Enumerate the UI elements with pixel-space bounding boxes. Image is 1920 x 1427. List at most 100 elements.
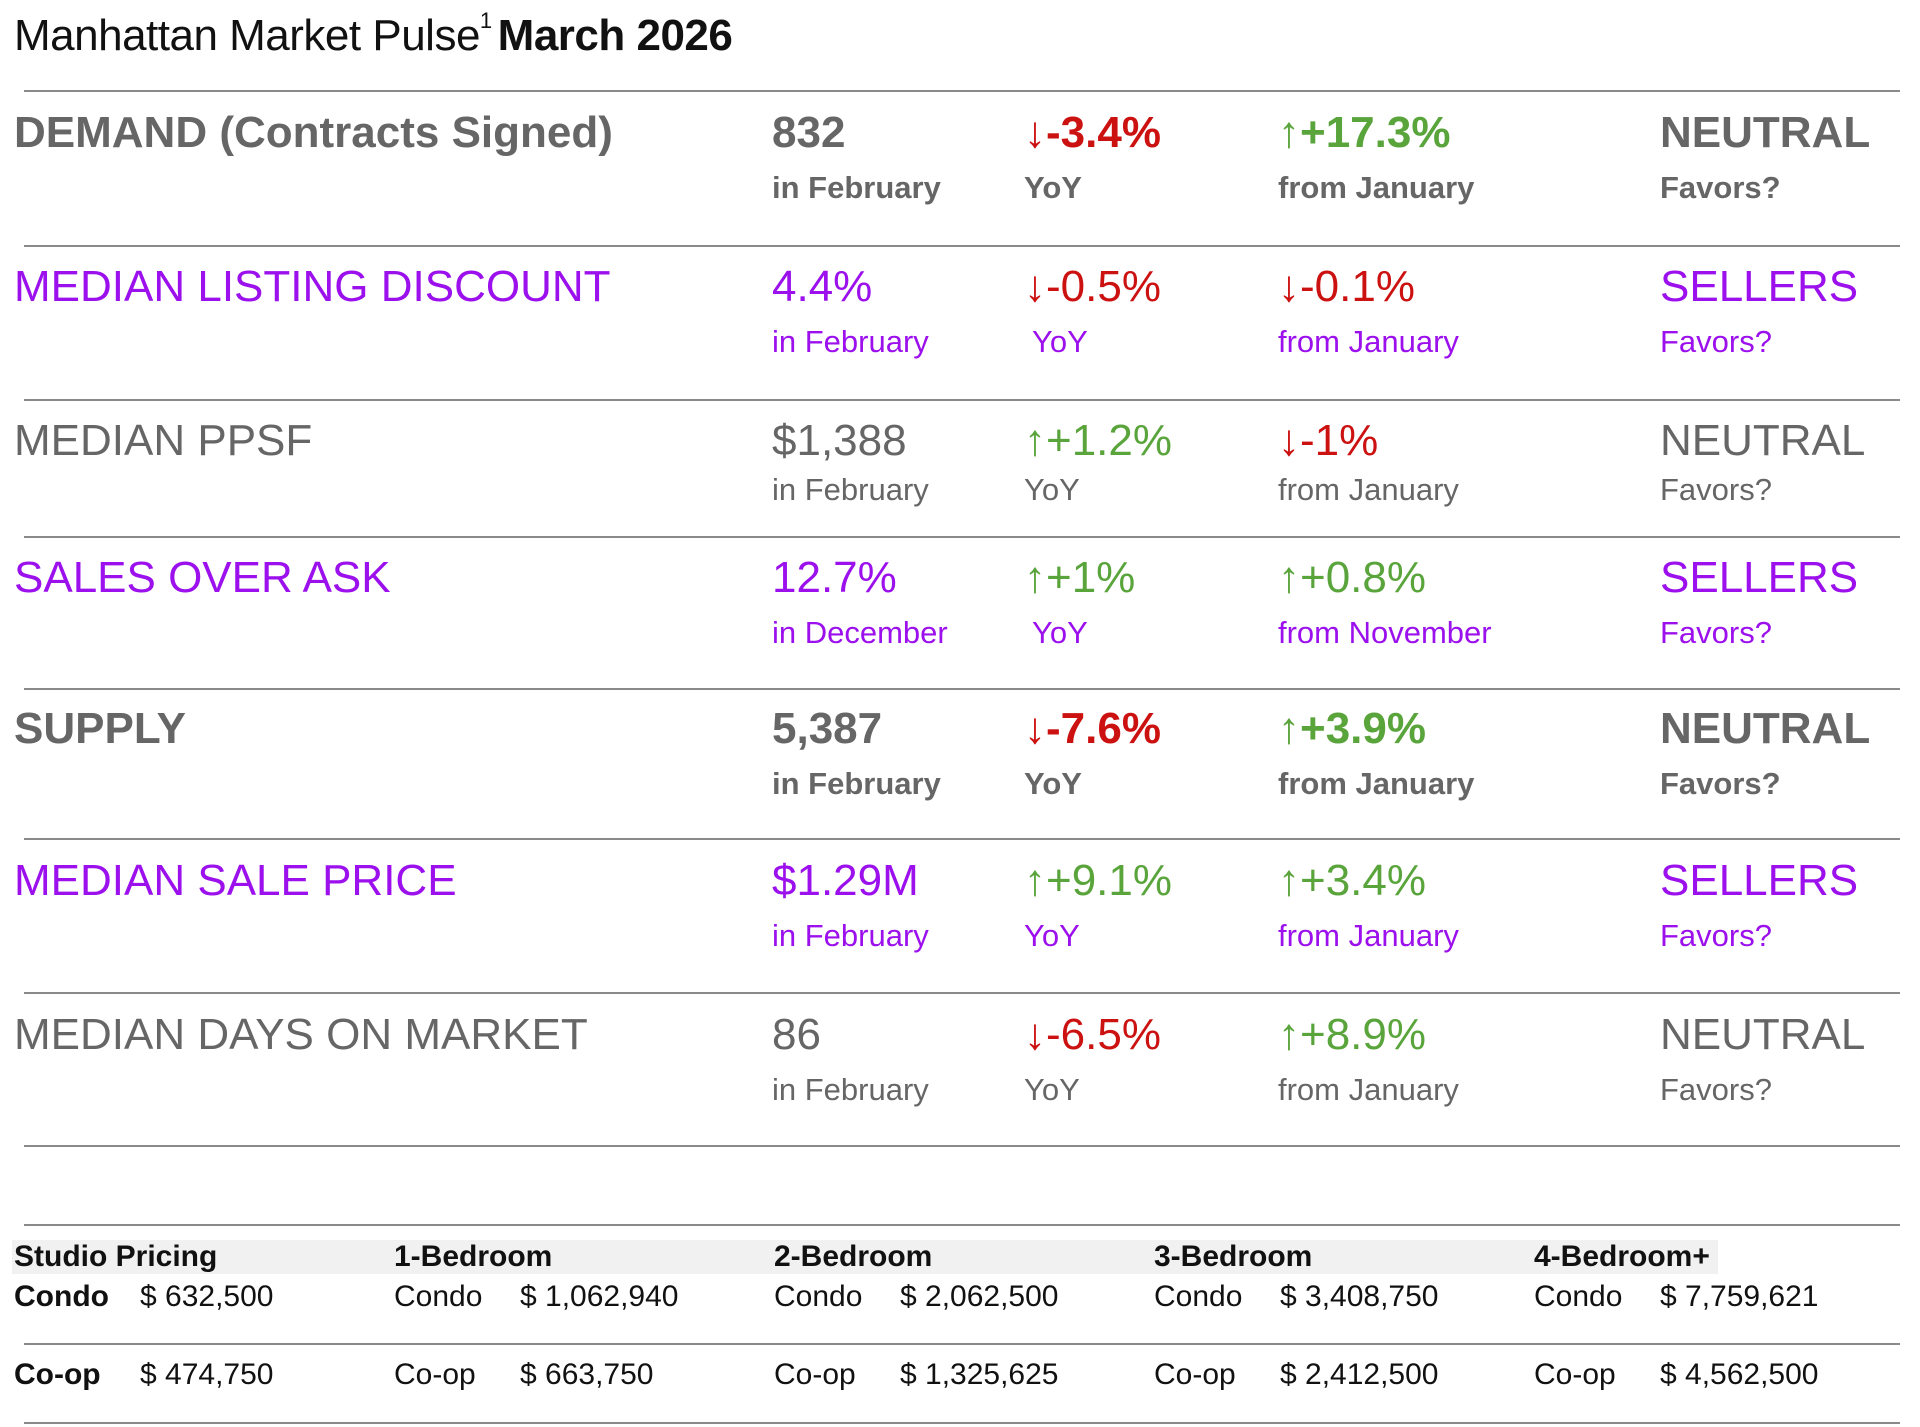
arrow-up-icon: ↑ (1278, 553, 1300, 602)
metric-row-sales-over-ask: SALES OVER ASK 12.7% in December ↑+1% Yo… (0, 553, 1920, 703)
divider (24, 536, 1900, 538)
condo-price: $ 7,759,621 (1660, 1280, 1819, 1313)
arrow-up-icon: ↑ (1278, 1010, 1300, 1059)
coop-label: Co-op (774, 1358, 856, 1391)
pricing-header-2-bedroom: 2-Bedroom (774, 1240, 933, 1273)
metric-favors-label: Favors? (1660, 324, 1772, 359)
metric-yoy: ↓-0.5% (1024, 262, 1161, 311)
metric-favors-label: Favors? (1660, 766, 1781, 801)
coop-label: Co-op (14, 1358, 101, 1391)
metric-favors-label: Favors? (1660, 615, 1772, 650)
metric-period: in February (772, 766, 941, 801)
pricing-header-background (12, 1240, 1718, 1274)
coop-price: $ 474,750 (140, 1358, 274, 1391)
divider (24, 992, 1900, 994)
metric-row-ppsf: MEDIAN PPSF $1,388 in February ↑+1.2% Yo… (0, 416, 1920, 566)
metric-period: in December (772, 615, 948, 650)
divider (24, 1145, 1900, 1147)
metric-row-days-on-market: MEDIAN DAYS ON MARKET 86 in February ↓-6… (0, 1010, 1920, 1160)
condo-label: Condo (1534, 1280, 1623, 1313)
metric-row-supply: SUPPLY 5,387 in February ↓-7.6% YoY ↑+3.… (0, 704, 1920, 854)
arrow-down-icon: ↓ (1024, 108, 1046, 157)
coop-price: $ 4,562,500 (1660, 1358, 1819, 1391)
metric-label: MEDIAN PPSF (14, 416, 313, 465)
metric-value: 5,387 (772, 704, 883, 753)
metric-row-sale-price: MEDIAN SALE PRICE $1.29M in February ↑+9… (0, 856, 1920, 1006)
metric-mom-label: from January (1278, 324, 1459, 359)
metric-yoy: ↑+1.2% (1024, 416, 1172, 465)
metric-label: SUPPLY (14, 704, 187, 753)
condo-label: Condo (1154, 1280, 1243, 1313)
divider (24, 245, 1900, 247)
divider (24, 838, 1900, 840)
condo-price: $ 632,500 (140, 1280, 274, 1313)
pricing-header-3-bedroom: 3-Bedroom (1154, 1240, 1313, 1273)
page-title: Manhattan Market Pulse1 March 2026 (14, 8, 733, 61)
metric-favors: SELLERS (1660, 856, 1859, 905)
metric-mom: ↑+3.4% (1278, 856, 1426, 905)
metric-favors: SELLERS (1660, 262, 1859, 311)
metric-favors: NEUTRAL (1660, 416, 1866, 465)
arrow-up-icon: ↑ (1024, 416, 1046, 465)
metric-favors: NEUTRAL (1660, 108, 1871, 157)
metric-label: MEDIAN LISTING DISCOUNT (14, 262, 611, 311)
metric-yoy: ↑+9.1% (1024, 856, 1172, 905)
metric-mom-label: from January (1278, 918, 1459, 953)
divider (24, 90, 1900, 92)
metric-yoy: ↓-6.5% (1024, 1010, 1161, 1059)
metric-favors-label: Favors? (1660, 170, 1781, 205)
metric-favors: NEUTRAL (1660, 1010, 1866, 1059)
title-footnote: 1 (479, 8, 492, 33)
metric-period: in February (772, 918, 929, 953)
metric-favors-label: Favors? (1660, 472, 1772, 507)
metric-favors: SELLERS (1660, 553, 1859, 602)
metric-yoy-label: YoY (1024, 918, 1080, 953)
coop-label: Co-op (1534, 1358, 1616, 1391)
metric-mom-label: from January (1278, 472, 1459, 507)
metric-row-demand: DEMAND (Contracts Signed) 832 in Februar… (0, 108, 1920, 258)
condo-label: Condo (14, 1280, 109, 1313)
divider (24, 688, 1900, 690)
metric-mom: ↑+0.8% (1278, 553, 1426, 602)
pricing-header-studio: Studio Pricing (14, 1240, 218, 1273)
arrow-up-icon: ↑ (1024, 553, 1046, 602)
metric-period: in February (772, 324, 929, 359)
metric-value: 832 (772, 108, 846, 157)
metric-label: MEDIAN SALE PRICE (14, 856, 457, 905)
metric-favors: NEUTRAL (1660, 704, 1871, 753)
divider (24, 399, 1900, 401)
coop-price: $ 663,750 (520, 1358, 654, 1391)
arrow-down-icon: ↓ (1024, 262, 1046, 311)
coop-label: Co-op (394, 1358, 476, 1391)
metric-mom-label: from November (1278, 615, 1492, 650)
arrow-up-icon: ↑ (1278, 108, 1300, 157)
metric-yoy: ↓-3.4% (1024, 108, 1161, 157)
metric-row-listing-discount: MEDIAN LISTING DISCOUNT 4.4% in February… (0, 262, 1920, 412)
metric-value: 86 (772, 1010, 821, 1059)
metric-yoy-label: YoY (1024, 1072, 1080, 1107)
arrow-down-icon: ↓ (1278, 262, 1300, 311)
arrow-up-icon: ↑ (1278, 704, 1300, 753)
metric-value: $1.29M (772, 856, 919, 905)
metric-favors-label: Favors? (1660, 1072, 1772, 1107)
metric-mom: ↓-0.1% (1278, 262, 1415, 311)
coop-price: $ 1,325,625 (900, 1358, 1059, 1391)
metric-yoy-label: YoY (1024, 766, 1082, 801)
metric-yoy-label: YoY (1032, 324, 1088, 359)
arrow-down-icon: ↓ (1024, 704, 1046, 753)
condo-price: $ 1,062,940 (520, 1280, 679, 1313)
metric-value: $1,388 (772, 416, 907, 465)
metric-value: 4.4% (772, 262, 873, 311)
metric-mom: ↓-1% (1278, 416, 1379, 465)
divider (24, 1224, 1900, 1226)
divider (24, 1422, 1900, 1424)
metric-period: in February (772, 1072, 929, 1107)
metric-mom: ↑+3.9% (1278, 704, 1426, 753)
metric-yoy: ↓-7.6% (1024, 704, 1161, 753)
metric-label: DEMAND (Contracts Signed) (14, 108, 613, 157)
metric-period: in February (772, 170, 941, 205)
metric-mom-label: from January (1278, 766, 1475, 801)
title-date: March 2026 (497, 11, 733, 60)
condo-price: $ 3,408,750 (1280, 1280, 1439, 1313)
metric-value: 12.7% (772, 553, 897, 602)
